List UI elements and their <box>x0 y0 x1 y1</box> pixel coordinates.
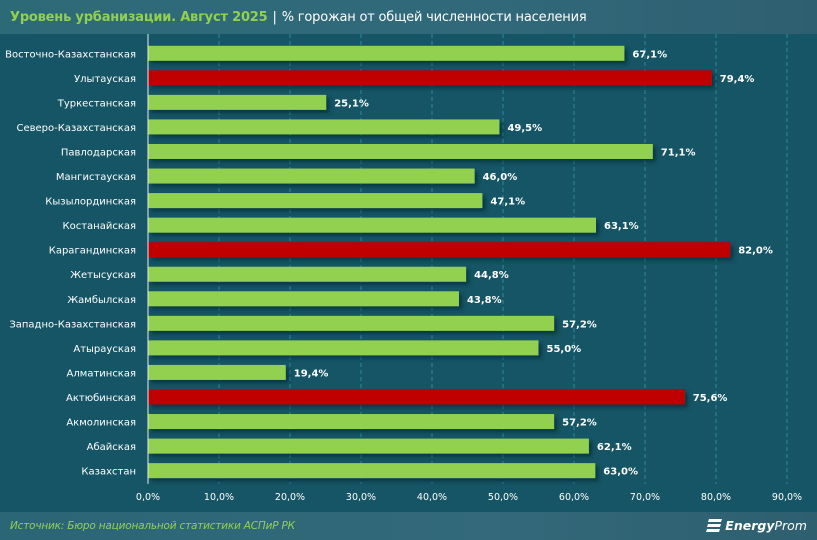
value-label: 62,1% <box>597 442 632 453</box>
x-tick-label: 20,0% <box>275 492 305 503</box>
value-label: 55,0% <box>547 344 582 355</box>
value-label: 49,5% <box>507 123 542 134</box>
bar <box>148 45 625 61</box>
x-tick-label: 0,0% <box>136 492 160 503</box>
bar-highlighted <box>148 70 712 86</box>
chart-subtitle: % горожан от общей численности населения <box>281 9 587 25</box>
category-label: Актюбинская <box>66 393 136 404</box>
value-label: 67,1% <box>632 49 667 60</box>
category-label: Павлодарская <box>61 147 136 158</box>
value-labels: 67,1% 79,4% 25,1% 49,5% 71,1% 46,0% 47,1% 63,1%… <box>294 49 773 477</box>
bars <box>148 45 731 479</box>
category-label: Казахстан <box>81 467 136 478</box>
x-tick-label: 70,0% <box>630 492 660 503</box>
bar <box>148 266 467 282</box>
chart-title: Уровень урбанизации. Август 2025 <box>10 9 268 25</box>
bar <box>148 168 475 184</box>
category-label: Кызылординская <box>45 197 136 208</box>
chart-area: Восточно-Казахстанская Улытауская Туркеста… <box>0 34 817 512</box>
bar <box>148 463 596 479</box>
x-tick-label: 30,0% <box>346 492 376 503</box>
value-label: 63,1% <box>604 221 639 232</box>
bar <box>148 414 555 430</box>
value-label: 75,6% <box>693 393 728 404</box>
bar <box>148 94 327 110</box>
value-label: 44,8% <box>474 270 509 281</box>
source-note: Источник: Бюро национальной статистики А… <box>10 520 295 532</box>
x-tick-label: 50,0% <box>488 492 518 503</box>
bar <box>148 438 589 454</box>
x-tick-label: 80,0% <box>701 492 731 503</box>
value-label: 79,4% <box>720 74 755 85</box>
category-label: Северо-Казахстанская <box>16 123 136 134</box>
value-label: 19,4% <box>294 368 329 379</box>
bar-highlighted <box>148 242 731 258</box>
x-axis-ticks: 0,0% 10,0% 20,0% 30,0% 40,0% 50,0% 60,0% 70,0% 8… <box>136 492 802 503</box>
bar <box>148 340 539 356</box>
value-label: 47,1% <box>490 197 525 208</box>
value-label: 71,1% <box>661 147 696 158</box>
category-label: Алматинская <box>67 368 136 379</box>
category-labels: Восточно-Казахстанская Улытауская Туркеста… <box>5 49 136 477</box>
value-label: 46,0% <box>483 172 518 183</box>
category-label: Жамбылская <box>67 295 136 306</box>
value-label: 57,2% <box>562 319 597 330</box>
gridlines <box>218 34 788 484</box>
category-label: Жетысуская <box>70 270 136 281</box>
bar <box>148 119 500 135</box>
chart-header: Уровень урбанизации. Август 2025 |% горож… <box>0 0 817 34</box>
category-label: Карагандинская <box>49 246 136 257</box>
category-label: Атырауская <box>73 344 136 355</box>
bar <box>148 315 555 331</box>
x-tick-label: 10,0% <box>204 492 234 503</box>
x-tick-label: 90,0% <box>772 492 802 503</box>
chart-footer: Источник: Бюро национальной статистики А… <box>0 512 817 540</box>
bar <box>148 217 597 233</box>
value-label: 25,1% <box>334 98 369 109</box>
bar <box>148 143 653 159</box>
bar-chart: Восточно-Казахстанская Улытауская Туркеста… <box>5 34 802 503</box>
category-label: Костанайская <box>62 221 136 232</box>
bar-highlighted <box>148 389 685 405</box>
x-tick-label: 60,0% <box>559 492 589 503</box>
category-label: Абайская <box>87 442 136 453</box>
bar <box>148 291 459 307</box>
value-label: 57,2% <box>562 418 597 429</box>
energyprom-logo: Energy Prom <box>706 518 807 533</box>
chart-title-block: Уровень урбанизации. Август 2025 |% горож… <box>0 9 587 25</box>
category-label: Восточно-Казахстанская <box>5 49 136 60</box>
category-label: Акмолинская <box>66 418 136 429</box>
category-label: Туркестанская <box>57 98 136 109</box>
bar <box>148 193 483 209</box>
title-separator: | <box>272 9 277 25</box>
value-label: 43,8% <box>467 295 502 306</box>
value-label: 63,0% <box>603 467 638 478</box>
category-label: Западно-Казахстанская <box>9 319 136 330</box>
bar <box>148 364 286 380</box>
x-tick-label: 40,0% <box>417 492 447 503</box>
category-label: Мангистауская <box>56 172 136 183</box>
logo-text-prom: Prom <box>774 518 807 533</box>
energyprom-logo-icon <box>706 518 723 532</box>
logo-text-energy: Energy <box>725 518 775 533</box>
value-label: 82,0% <box>738 246 773 257</box>
category-label: Улытауская <box>74 74 136 85</box>
